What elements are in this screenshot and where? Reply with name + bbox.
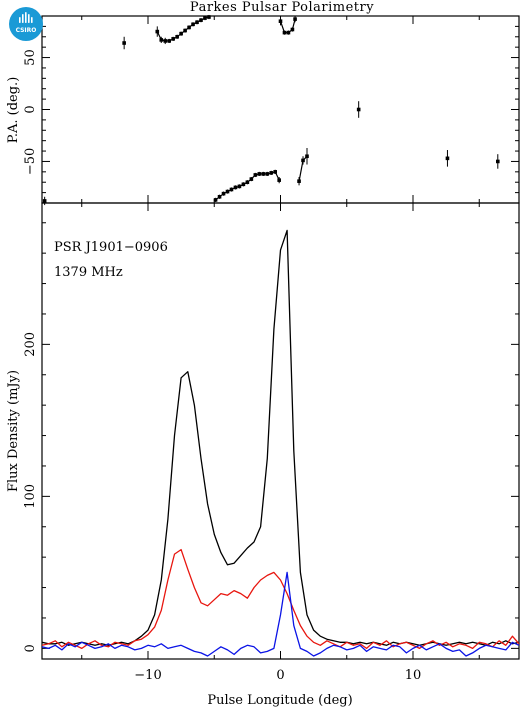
pa-data-point bbox=[273, 170, 277, 174]
pa-data-point bbox=[261, 172, 266, 176]
circular-polarization-line bbox=[42, 571, 519, 657]
flux-profile-panel: Flux Density (mJy) Pulse Longitude (deg)… bbox=[6, 202, 520, 708]
pa-y-tick-label: 0 bbox=[23, 105, 38, 113]
pa-data-point bbox=[233, 185, 238, 190]
pa-data-point bbox=[221, 191, 226, 196]
flux-x-tick-label: −10 bbox=[134, 668, 161, 683]
flux-y-tick-label: 200 bbox=[23, 332, 38, 357]
pa-axis-ticks: 50 0 −50 bbox=[23, 16, 519, 203]
pa-data-point bbox=[297, 179, 301, 183]
pa-data-point bbox=[301, 158, 305, 163]
pa-data-point bbox=[167, 39, 171, 43]
pa-data-point bbox=[122, 41, 126, 45]
pa-data-point bbox=[245, 180, 250, 185]
pa-data-point bbox=[249, 177, 254, 181]
pa-data-point bbox=[183, 28, 187, 33]
frequency-label: 1379 MHz bbox=[54, 265, 123, 280]
flux-y-tick-label: 100 bbox=[23, 484, 38, 509]
pa-y-tick-label: 50 bbox=[23, 49, 38, 66]
pa-panel-frame bbox=[41, 15, 520, 204]
pa-data-point bbox=[203, 16, 207, 20]
pa-data-point bbox=[237, 184, 242, 189]
csiro-logo: CSIRO bbox=[9, 7, 43, 41]
pa-data-point bbox=[207, 15, 211, 19]
pa-data-point bbox=[225, 189, 230, 194]
flux-x-tick-label: 0 bbox=[276, 668, 284, 683]
pa-data-point bbox=[217, 194, 222, 199]
pa-data-point bbox=[159, 38, 164, 42]
pa-data-point bbox=[269, 171, 274, 175]
pa-data-point bbox=[163, 39, 168, 43]
pa-data-point bbox=[305, 154, 309, 159]
pa-data-point bbox=[42, 199, 47, 203]
pa-data-point bbox=[293, 17, 297, 21]
pa-data-point bbox=[445, 156, 450, 161]
pa-connector-line bbox=[215, 171, 280, 201]
pa-y-tick-label: −50 bbox=[23, 148, 38, 175]
pa-data-point bbox=[175, 34, 179, 39]
position-angle-panel: P.A. (deg.) 50 0 −50 bbox=[6, 14, 520, 206]
linear-polarization-line bbox=[42, 548, 519, 650]
pa-data-point bbox=[257, 172, 262, 176]
pa-data-point bbox=[265, 172, 270, 176]
flux-x-tick-label: 10 bbox=[405, 668, 422, 683]
chart-title: Parkes Pulsar Polarimetry bbox=[190, 0, 374, 15]
pa-data-point bbox=[213, 198, 218, 202]
pa-data-points bbox=[42, 14, 500, 206]
pa-data-point bbox=[356, 107, 361, 112]
pa-data-point bbox=[286, 30, 291, 35]
pa-data-point bbox=[278, 19, 283, 23]
total-intensity-line bbox=[42, 229, 519, 646]
flux-axis-label: Flux Density (mJy) bbox=[6, 370, 21, 492]
pa-data-point bbox=[290, 27, 295, 32]
flux-profile-lines bbox=[42, 229, 519, 657]
pulsar-name-label: PSR J1901−0906 bbox=[54, 240, 168, 255]
longitude-axis-label: Pulse Longitude (deg) bbox=[207, 693, 352, 708]
pa-data-point bbox=[496, 159, 500, 164]
pa-data-point bbox=[179, 31, 183, 36]
pa-data-point bbox=[277, 178, 281, 182]
pa-data-point bbox=[191, 22, 195, 27]
pa-data-point bbox=[195, 20, 199, 25]
flux-y-tick-label: 0 bbox=[23, 644, 38, 652]
pa-data-point bbox=[241, 182, 246, 187]
pa-data-point bbox=[229, 187, 234, 192]
pa-data-point bbox=[199, 18, 203, 22]
pa-data-point bbox=[155, 29, 160, 34]
pa-axis-label: P.A. (deg.) bbox=[6, 77, 21, 144]
pa-data-point bbox=[253, 173, 258, 177]
pa-data-point bbox=[282, 30, 287, 35]
pa-data-point bbox=[171, 37, 175, 41]
pa-data-point bbox=[187, 25, 191, 30]
